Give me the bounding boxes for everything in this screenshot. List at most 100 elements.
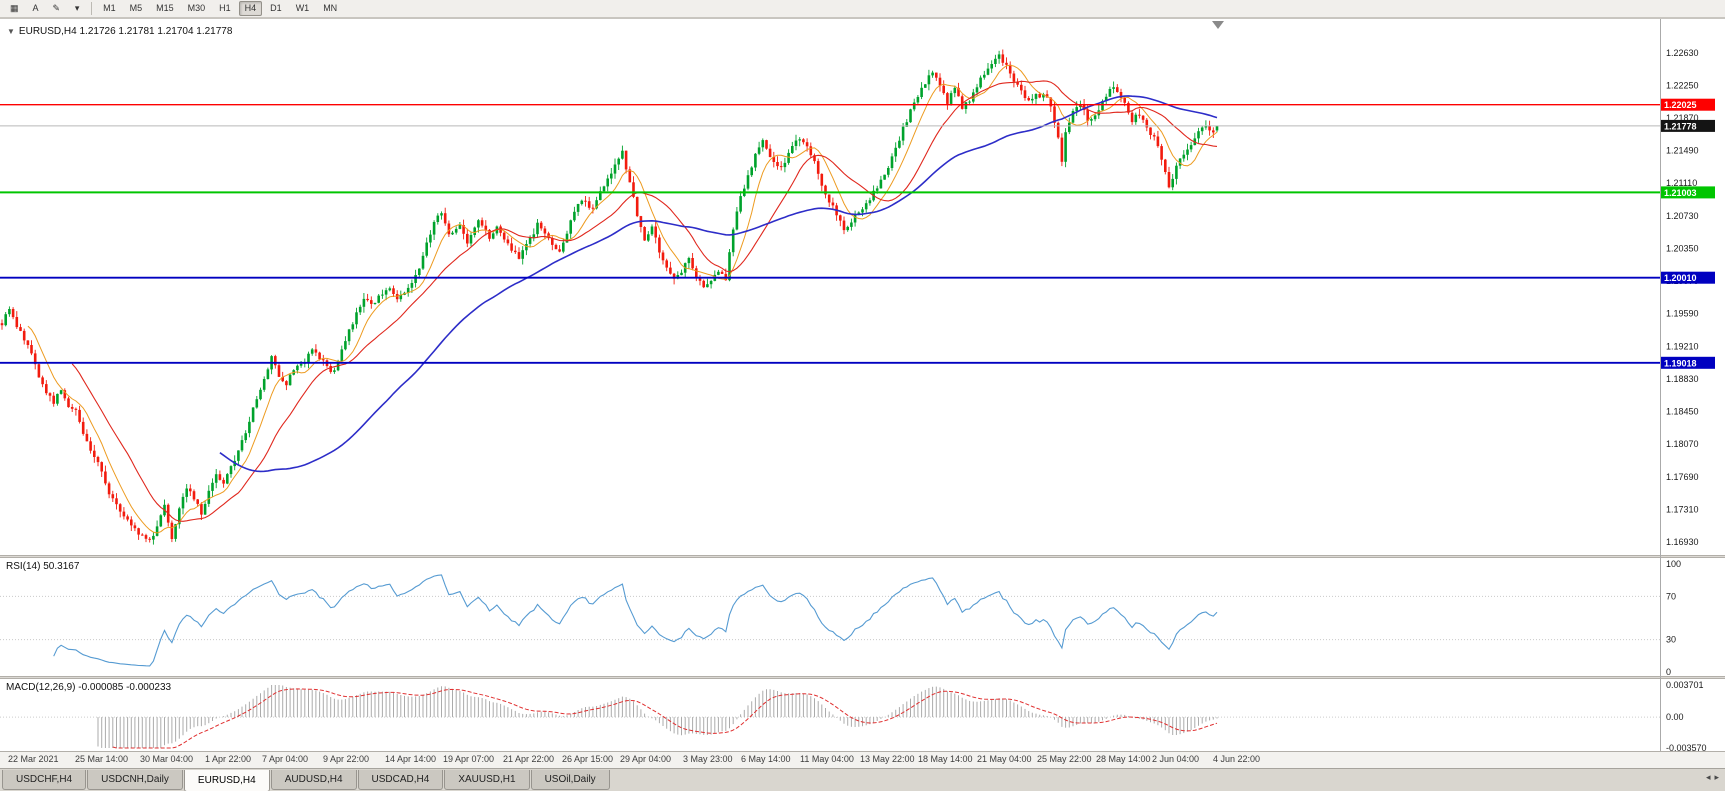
price-axis: 1.22630 1.22250 1.21870 1.21490 1.21110 1.207… — [1666, 48, 1707, 753]
chart-tab-usdchf-h4[interactable]: USDCHF,H4 — [2, 770, 87, 790]
svg-text:1.21778: 1.21778 — [1664, 121, 1697, 131]
macd-indicator-label: MACD(12,26,9) -0.000085 -0.000233 — [6, 682, 172, 693]
chart-tab-usdcad-h4[interactable]: USDCAD,H4 — [357, 770, 444, 790]
timeframe-button-h4[interactable]: H4 — [238, 1, 263, 16]
svg-text:26 Apr 15:00: 26 Apr 15:00 — [562, 754, 613, 764]
timeframe-button-m30[interactable]: M30 — [187, 3, 206, 13]
svg-text:1.17690: 1.17690 — [1666, 472, 1699, 482]
rsi-line — [53, 574, 1218, 667]
svg-text:100: 100 — [1666, 559, 1681, 569]
svg-text:1.21003: 1.21003 — [1664, 188, 1697, 198]
svg-text:70: 70 — [1666, 591, 1676, 601]
timeframe-button-m5[interactable]: M5 — [129, 3, 143, 13]
svg-text:25 May 22:00: 25 May 22:00 — [1037, 754, 1092, 764]
svg-text:1.22025: 1.22025 — [1664, 100, 1697, 110]
svg-text:19 Apr 07:00: 19 Apr 07:00 — [443, 754, 494, 764]
svg-text:1.18450: 1.18450 — [1666, 407, 1699, 417]
toolbar: ▦ A ✎ ▾ M1 M5 M15 M30 H1 H4 D1 W1 MN — [0, 0, 1725, 18]
charts-icon[interactable]: ▦ — [10, 3, 19, 13]
timeframe-button-mn[interactable]: MN — [323, 3, 338, 13]
svg-text:21 May 04:00: 21 May 04:00 — [977, 754, 1032, 764]
svg-text:1.21870: 1.21870 — [1666, 113, 1699, 123]
timeframe-button-m15[interactable]: M15 — [156, 3, 174, 13]
price-tag-1.21003: 1.21003 — [1661, 186, 1715, 199]
moving-average-8 — [27, 64, 1218, 534]
time-axis-strip — [0, 751, 1725, 768]
text-tool-icon[interactable]: A — [32, 3, 39, 13]
price-tag-1.21778: 1.21778 — [1661, 119, 1715, 132]
draw-tools-dropdown-icon[interactable]: ▾ — [74, 3, 80, 13]
svg-text:1.22630: 1.22630 — [1666, 48, 1699, 58]
svg-text:1.19210: 1.19210 — [1666, 341, 1699, 351]
toolbar-icons: ▦ A ✎ ▾ — [3, 0, 87, 18]
svg-text:22 Mar 2021: 22 Mar 2021 — [8, 754, 59, 764]
time-axis: 22 Mar 2021 25 Mar 14:00 30 Mar 04:00 1 Apr… — [8, 754, 1260, 764]
chart-tab-usoil-daily[interactable]: USOil,Daily — [530, 770, 610, 790]
moving-average-60 — [219, 95, 1218, 473]
svg-text:-0.003570: -0.003570 — [1666, 743, 1707, 753]
splitter-main-rsi[interactable] — [0, 555, 1725, 558]
svg-text:1.20010: 1.20010 — [1664, 273, 1697, 283]
splitter-rsi-macd[interactable] — [0, 676, 1725, 679]
tab-scroll-left-icon[interactable]: ◂ — [1705, 772, 1711, 782]
svg-text:28 May 14:00: 28 May 14:00 — [1096, 754, 1151, 764]
svg-text:14 Apr 14:00: 14 Apr 14:00 — [385, 754, 436, 764]
svg-text:25 Mar 14:00: 25 Mar 14:00 — [75, 754, 128, 764]
svg-text:1.19018: 1.19018 — [1664, 358, 1697, 368]
svg-text:3 May 23:00: 3 May 23:00 — [683, 754, 733, 764]
draw-tools-icon[interactable]: ✎ — [52, 3, 61, 13]
svg-text:1.21110: 1.21110 — [1666, 178, 1697, 188]
timeframe-button-d1[interactable]: D1 — [270, 3, 282, 13]
svg-text:1.16930: 1.16930 — [1666, 537, 1699, 547]
one-click-trading-toggle-icon[interactable]: ▼ — [7, 27, 15, 36]
tab-scroll-right-icon[interactable]: ▸ — [1714, 772, 1719, 782]
svg-text:2 Jun 04:00: 2 Jun 04:00 — [1152, 754, 1199, 764]
svg-text:1.18830: 1.18830 — [1666, 374, 1699, 384]
svg-text:0: 0 — [1666, 667, 1671, 677]
svg-text:1.19590: 1.19590 — [1666, 309, 1699, 319]
timeframe-button-h1[interactable]: H1 — [219, 3, 231, 13]
svg-text:9 Apr 22:00: 9 Apr 22:00 — [323, 754, 369, 764]
toolbar-timeframes: M1 M5 M15 M30 H1 H4 D1 W1 MN — [96, 0, 344, 18]
chart-tab-usdcnh-daily[interactable]: USDCNH,Daily — [87, 770, 183, 790]
chart-tab-eurusd-h4[interactable]: EURUSD,H4 — [183, 770, 270, 791]
chart-background — [0, 18, 1725, 768]
symbol-name: EURUSD,H4 — [18, 26, 77, 37]
price-tag-1.22025: 1.22025 — [1661, 98, 1715, 111]
svg-text:7 Apr 04:00: 7 Apr 04:00 — [262, 754, 308, 764]
tab-scroll-arrows: ◂ ▸ — [1706, 769, 1725, 783]
chart-tab-audusd-h4[interactable]: AUDUSD,H4 — [270, 770, 357, 790]
rsi-indicator-label: RSI(14) 50.3167 — [6, 561, 80, 572]
toolbar-separator — [91, 2, 93, 15]
macd-signal-line — [112, 688, 1218, 749]
svg-text:0.00: 0.00 — [1666, 712, 1684, 722]
svg-text:1.18070: 1.18070 — [1666, 439, 1699, 449]
timeframe-button-w1[interactable]: W1 — [295, 3, 310, 13]
svg-text:13 May 22:00: 13 May 22:00 — [860, 754, 915, 764]
svg-text:1.22250: 1.22250 — [1666, 80, 1699, 90]
svg-text:29 Apr 04:00: 29 Apr 04:00 — [620, 754, 671, 764]
svg-text:30: 30 — [1666, 635, 1676, 645]
chart-tab-xauusd-h1[interactable]: XAUUSD,H1 — [444, 770, 530, 790]
svg-text:11 May 04:00: 11 May 04:00 — [800, 754, 854, 764]
chart-shift-marker[interactable] — [1212, 21, 1224, 29]
svg-text:30 Mar 04:00: 30 Mar 04:00 — [140, 754, 193, 764]
price-tag-1.20010: 1.20010 — [1661, 271, 1715, 284]
svg-text:0.003701: 0.003701 — [1666, 680, 1704, 690]
symbol-ohlc-values: 1.21726 1.21781 1.21704 1.21778 — [79, 26, 233, 37]
svg-text:1 Apr 22:00: 1 Apr 22:00 — [205, 754, 251, 764]
svg-text:21 Apr 22:00: 21 Apr 22:00 — [503, 754, 554, 764]
timeframe-button-m1[interactable]: M1 — [103, 3, 116, 13]
chart-symbol-label: ▼ EURUSD,H4 1.21726 1.21781 1.21704 1.217… — [7, 26, 232, 37]
chart-tab-bar: USDCHF,H4 USDCNH,Daily EURUSD,H4 AUDUSD,H4 U… — [0, 768, 1725, 791]
svg-text:4 Jun 22:00: 4 Jun 22:00 — [1213, 754, 1260, 764]
price-tag-1.19018: 1.19018 — [1661, 356, 1715, 369]
macd-histogram — [97, 685, 1218, 748]
svg-text:6 May 14:00: 6 May 14:00 — [741, 754, 791, 764]
chart-tabs: USDCHF,H4 USDCNH,Daily EURUSD,H4 AUDUSD,H4 U… — [2, 769, 611, 791]
svg-text:1.21490: 1.21490 — [1666, 146, 1699, 156]
svg-text:1.17310: 1.17310 — [1666, 504, 1699, 514]
svg-text:18 May 14:00: 18 May 14:00 — [918, 754, 973, 764]
